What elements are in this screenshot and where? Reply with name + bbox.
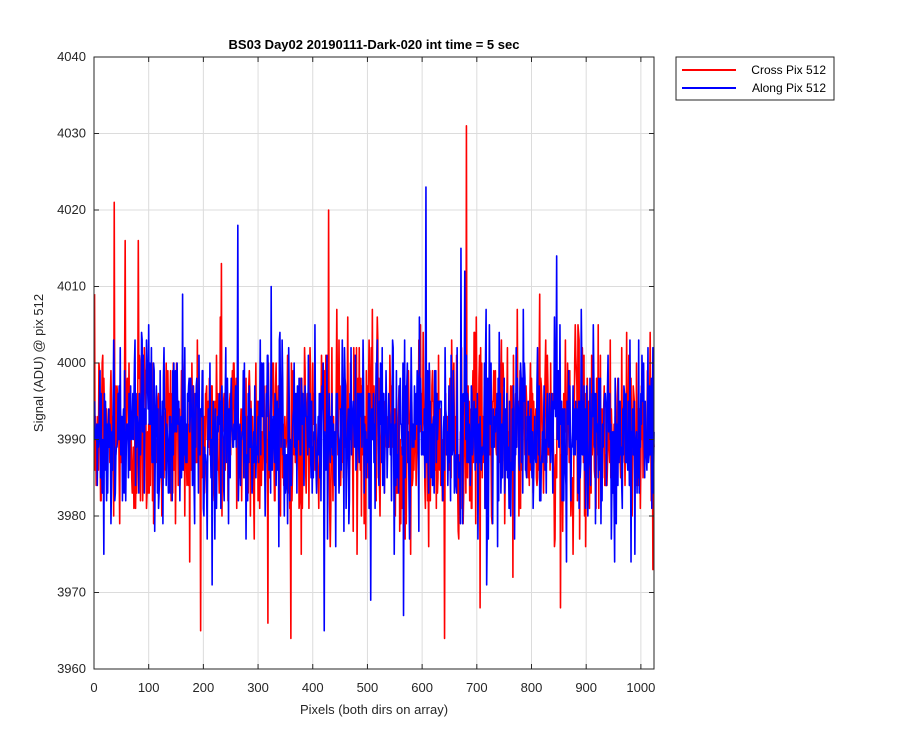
legend-box bbox=[675, 56, 835, 101]
legend: Cross Pix 512 Along Pix 512 bbox=[675, 56, 835, 101]
x-tick-label: 100 bbox=[138, 680, 160, 695]
y-tick-label: 3990 bbox=[57, 432, 86, 447]
x-tick-label: 700 bbox=[466, 680, 488, 695]
x-tick-labels: 0 100 200 300 400 500 600 700 800 900 1000 bbox=[90, 680, 655, 695]
y-tick-labels: 3960 3970 3980 3990 4000 4010 4020 4030 4040 bbox=[57, 49, 86, 676]
y-tick-label: 3980 bbox=[57, 508, 86, 523]
series-lines bbox=[93, 125, 655, 640]
y-tick-label: 3960 bbox=[57, 661, 86, 676]
legend-label-along-pix: Along Pix 512 bbox=[752, 81, 826, 95]
x-tick-label: 300 bbox=[247, 680, 269, 695]
y-axis-label: Signal (ADU) @ pix 512 bbox=[31, 294, 46, 432]
x-tick-label: 200 bbox=[193, 680, 215, 695]
tick-marks bbox=[93, 56, 654, 670]
y-tick-label: 4000 bbox=[57, 355, 86, 370]
series-line-along-pix bbox=[93, 186, 655, 632]
y-tick-label: 4010 bbox=[57, 279, 86, 294]
chart-title: BS03 Day02 20190111-Dark-020 int time = … bbox=[229, 37, 520, 52]
y-tick-label: 4040 bbox=[57, 49, 86, 64]
x-axis-label: Pixels (both dirs on array) bbox=[300, 702, 448, 717]
x-tick-label: 600 bbox=[411, 680, 433, 695]
x-tick-label: 1000 bbox=[626, 680, 655, 695]
x-tick-label: 800 bbox=[521, 680, 543, 695]
plot-area bbox=[93, 56, 655, 670]
y-tick-label: 3970 bbox=[57, 585, 86, 600]
x-tick-label: 900 bbox=[575, 680, 597, 695]
x-tick-label: 500 bbox=[357, 680, 379, 695]
legend-label-cross-pix: Cross Pix 512 bbox=[751, 63, 826, 77]
x-tick-label: 400 bbox=[302, 680, 324, 695]
y-tick-label: 4030 bbox=[57, 126, 86, 141]
x-tick-label: 0 bbox=[90, 680, 97, 695]
y-tick-label: 4020 bbox=[57, 202, 86, 217]
